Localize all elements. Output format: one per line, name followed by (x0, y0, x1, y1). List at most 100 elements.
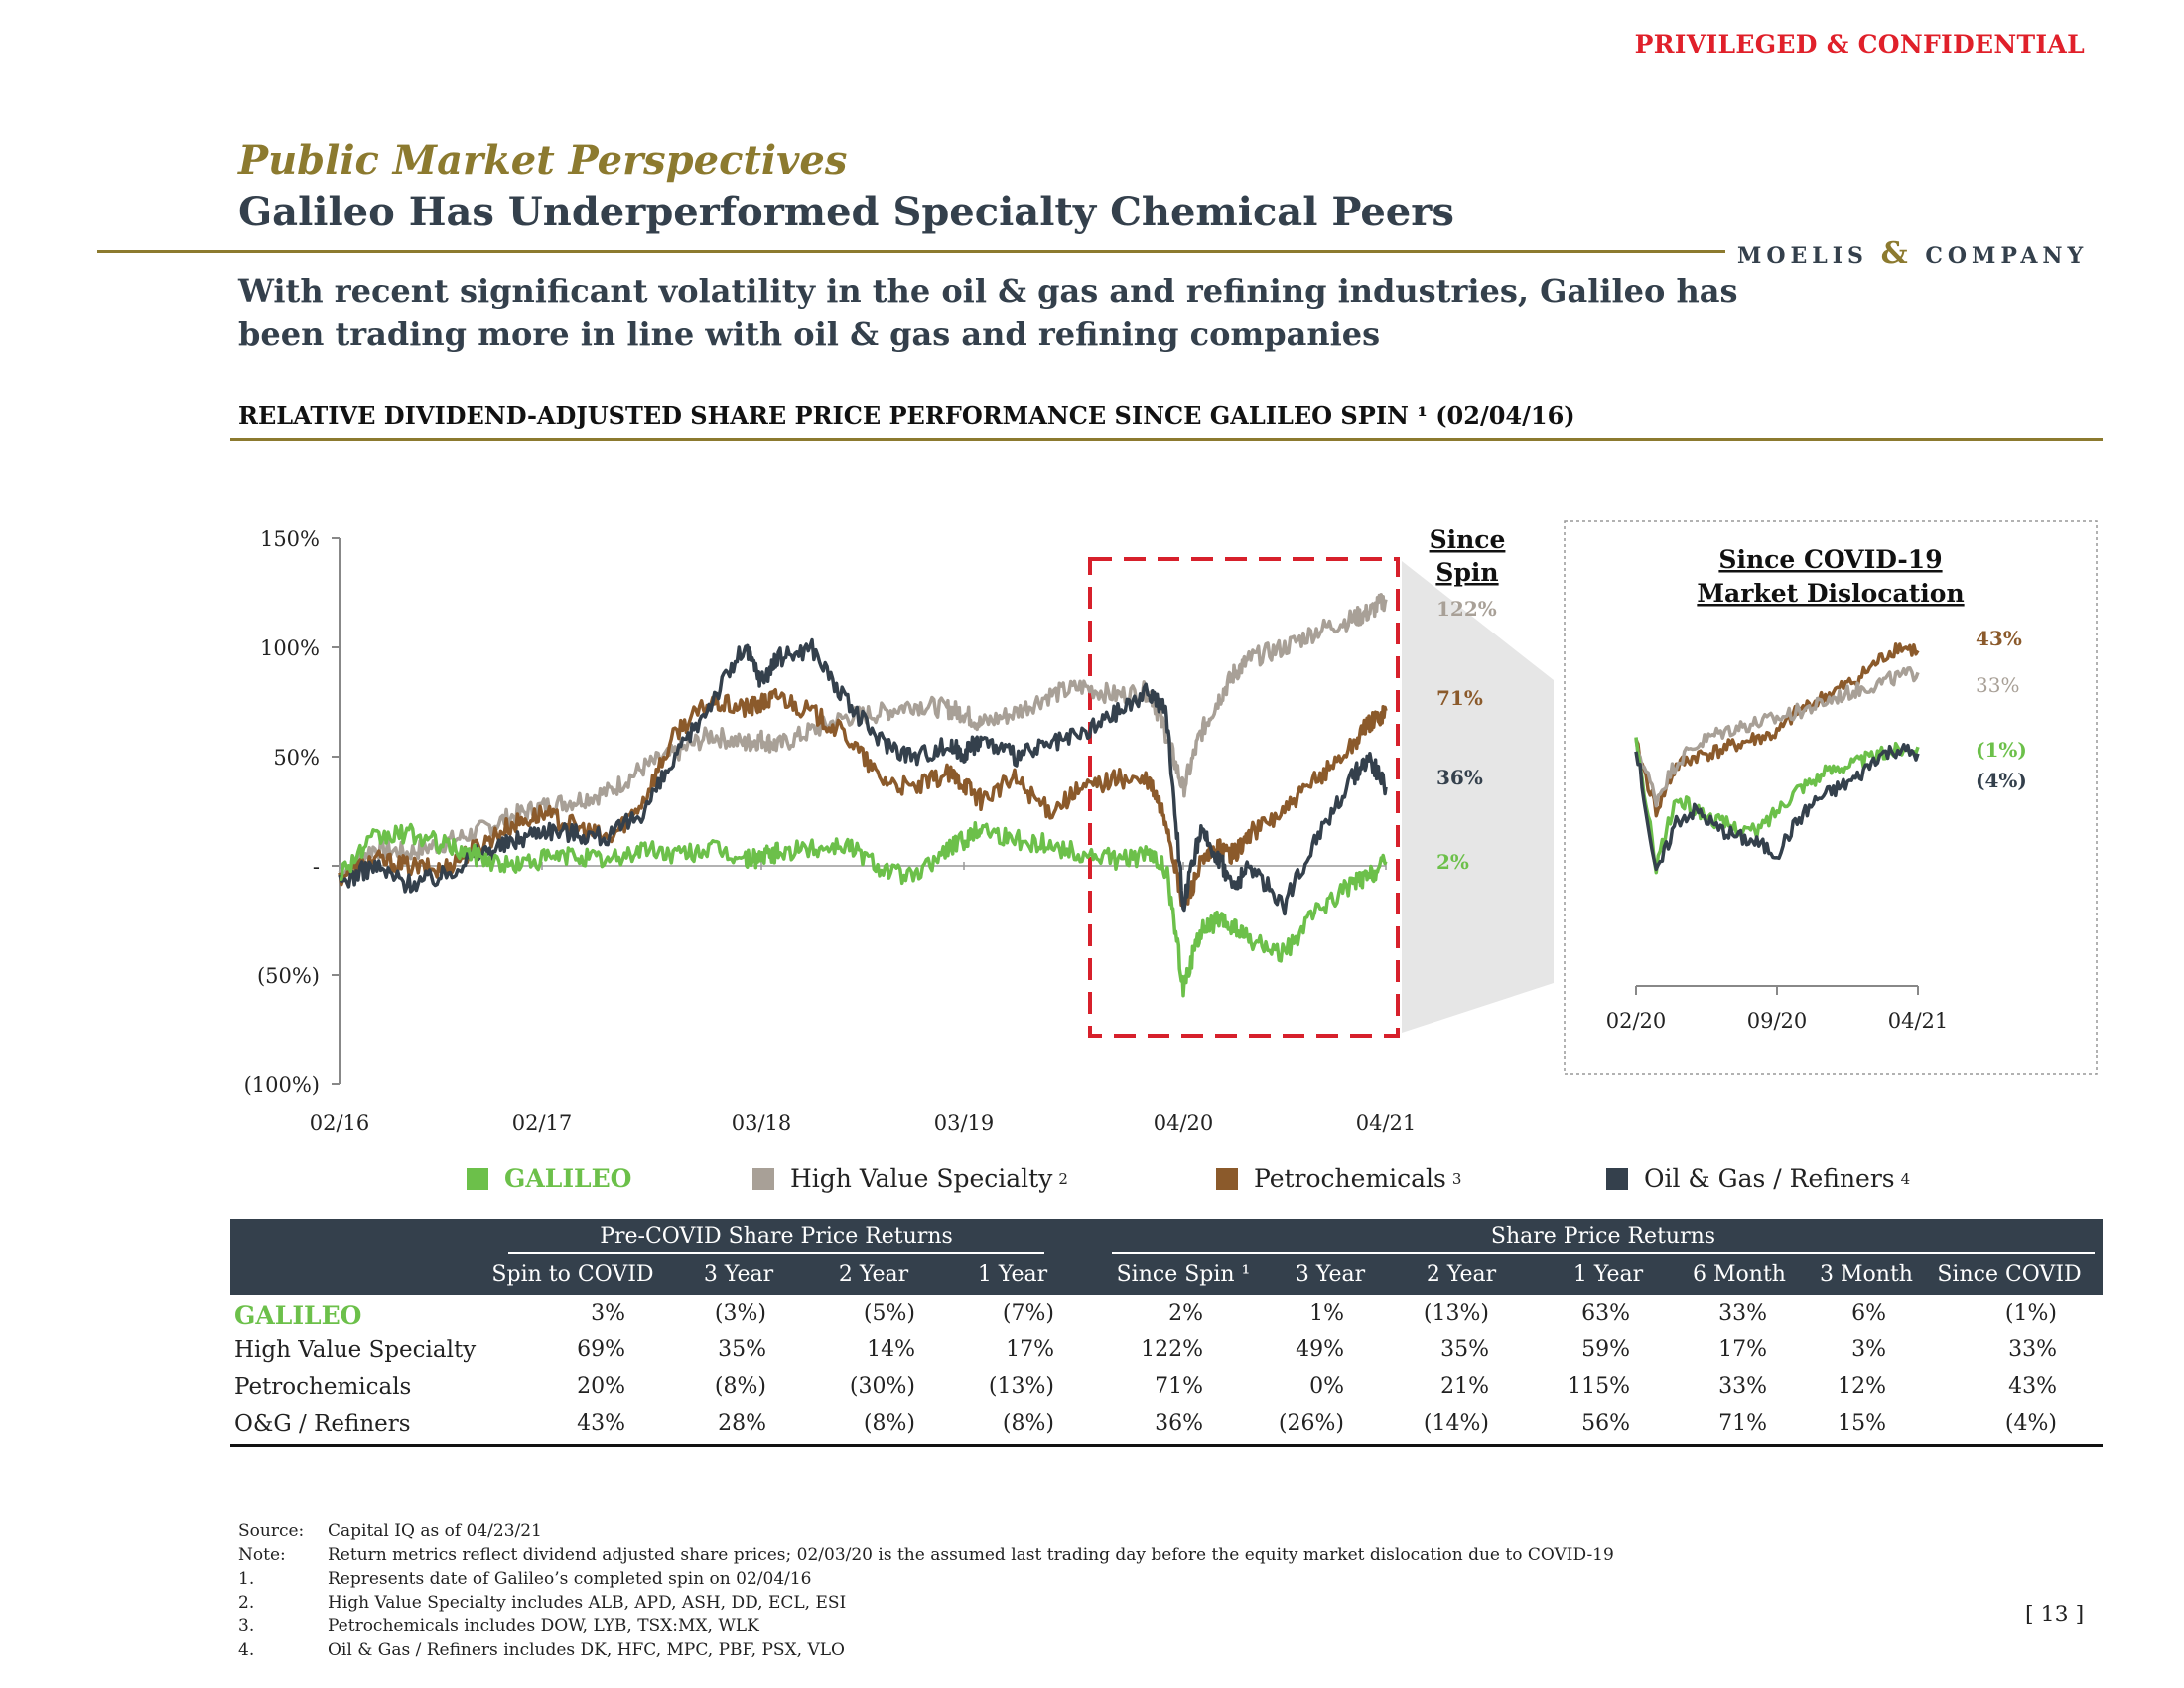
table-row: GALILEO 3% (3%) (5%) (7%) 2% 1% (13%) 63% 33% 6% (1… (230, 1301, 2103, 1338)
column-header: Spin to COVID (491, 1262, 654, 1287)
table-cell: (30%) (849, 1374, 915, 1399)
chart-legend: GALILEO High Value Specialty 2 Petrochem… (467, 1164, 1956, 1203)
table-cell: 63% (1581, 1301, 1630, 1326)
footnote-text: Represents date of Galileo’s completed s… (328, 1569, 812, 1589)
confidential-label: PRIVILEGED & CONFIDENTIAL (1634, 30, 2085, 59)
table-cell: 36% (1155, 1411, 1203, 1436)
legend-label-hvs: High Value Specialty (790, 1164, 1053, 1193)
table-cell: 1% (1309, 1301, 1344, 1326)
section-divider (230, 438, 2103, 441)
table-cell: (5%) (863, 1301, 915, 1326)
table-cell: 115% (1568, 1374, 1630, 1399)
legend-sup-hvs: 2 (1058, 1169, 1068, 1188)
table-cell: (8%) (1002, 1411, 1054, 1436)
company-logo: MOELIS & COMPANY (1737, 236, 2088, 271)
group-underline-pre-covid (508, 1252, 1044, 1254)
footnote-line: 3. Petrochemicals includes DOW, LYB, TSX:… (238, 1615, 1614, 1638)
footnote-text: Return metrics reflect dividend adjusted… (328, 1545, 1614, 1565)
footnote-text: Capital IQ as of 04/23/21 (328, 1521, 542, 1541)
table-cell: 12% (1838, 1374, 1886, 1399)
legend-galileo: GALILEO (467, 1164, 631, 1193)
x-tick-label: 02/16 (310, 1111, 370, 1135)
footnote-line: 2. High Value Specialty includes ALB, APD… (238, 1591, 1614, 1615)
column-header: 3 Month (1820, 1262, 1913, 1287)
legend-label-petro: Petrochemicals (1254, 1164, 1446, 1193)
table-cell: 20% (577, 1374, 625, 1399)
end-label-hvs: 122% (1436, 597, 1497, 621)
page-title: Galileo Has Underperformed Specialty Che… (238, 189, 1454, 235)
table-cell: (1%) (2004, 1301, 2057, 1326)
table-cell: 2% (1168, 1301, 1203, 1326)
page-subtitle: Public Market Perspectives (238, 137, 848, 184)
column-header: 1 Year (977, 1262, 1048, 1287)
end-label-galileo: 2% (1436, 850, 1469, 874)
footnote-key: 1. (238, 1569, 255, 1589)
table-row: Petrochemicals 20% (8%) (30%) (13%) 71% 0% 21% 1… (230, 1374, 2103, 1412)
table-columns-band (230, 1255, 2103, 1295)
footnote-key: 3. (238, 1617, 255, 1636)
legend-swatch-petro (1216, 1167, 1238, 1190)
row-label: GALILEO (234, 1301, 362, 1330)
column-header: 2 Year (838, 1262, 909, 1287)
logo-left: MOELIS (1737, 243, 1868, 269)
table-cell: 21% (1440, 1374, 1489, 1399)
column-header: 3 Year (703, 1262, 774, 1287)
table-cell: 69% (577, 1337, 625, 1362)
y-tick-label: - (313, 855, 320, 879)
legend-hvs: High Value Specialty 2 (752, 1164, 1068, 1193)
table-cell: 15% (1838, 1411, 1886, 1436)
table-cell: 3% (1851, 1337, 1886, 1362)
inset-title-1: Since COVID-19 (1718, 545, 1942, 574)
table-cell: 43% (577, 1411, 625, 1436)
inset-end-label-og: (4%) (1976, 769, 2027, 792)
table-cell: (8%) (863, 1411, 915, 1436)
inset-title-2: Market Dislocation (1697, 579, 1964, 608)
y-tick-label: (50%) (257, 964, 320, 988)
inset-end-label-galileo: (1%) (1976, 738, 2027, 762)
end-label-og: 36% (1436, 766, 1483, 789)
column-header: Since COVID (1937, 1262, 2082, 1287)
covid-highlight-box (1088, 557, 1400, 1038)
y-tick-label: 50% (273, 746, 320, 770)
footnote-text: High Value Specialty includes ALB, APD, … (328, 1593, 847, 1613)
row-label: O&G / Refiners (234, 1411, 411, 1437)
y-tick-label: (100%) (244, 1073, 320, 1097)
title-divider (97, 250, 1725, 253)
series-line-hvs (338, 593, 1388, 880)
table-cell: (7%) (1002, 1301, 1054, 1326)
main-performance-chart: 150% 100% 50% - (50%) (100%) 02/16 02/17 03/18 03… (244, 520, 2098, 1135)
table-header-band (230, 1219, 2103, 1255)
end-label-petro: 71% (1436, 686, 1483, 710)
inset-end-label-petro: 43% (1976, 627, 2022, 650)
footnotes: Source: Capital IQ as of 04/23/21 Note: Ret… (238, 1519, 1614, 1662)
inset-x-tick-label: 02/20 (1606, 1009, 1667, 1033)
table-cell: (14%) (1423, 1411, 1489, 1436)
x-tick-label: 04/20 (1154, 1111, 1214, 1135)
footnote-text: Petrochemicals includes DOW, LYB, TSX:MX… (328, 1617, 759, 1636)
zoom-connector (1402, 561, 1554, 1033)
y-tick-label: 150% (260, 527, 320, 551)
table-cell: 71% (1718, 1411, 1767, 1436)
table-cell: 33% (1718, 1374, 1767, 1399)
table-cell: (26%) (1278, 1411, 1344, 1436)
inset-series-line-og (1634, 743, 1920, 872)
table-cell: 6% (1851, 1301, 1886, 1326)
table-cell: 49% (1296, 1337, 1344, 1362)
legend-label-galileo: GALILEO (504, 1164, 632, 1193)
column-header: 1 Year (1572, 1262, 1644, 1287)
inset-x-tick-label: 09/20 (1747, 1009, 1808, 1033)
row-label: Petrochemicals (234, 1374, 412, 1400)
legend-swatch-hvs (752, 1167, 774, 1190)
group-underline-share-price (1112, 1252, 2095, 1254)
table-cell: 122% (1141, 1337, 1203, 1362)
logo-right: COMPANY (1925, 243, 2089, 269)
legend-og: Oil & Gas / Refiners 4 (1606, 1164, 1910, 1193)
footnote-key: Note: (238, 1545, 286, 1565)
table-row: O&G / Refiners 43% 28% (8%) (8%) 36% (26%) (14%… (230, 1411, 2103, 1449)
x-tick-label: 02/17 (512, 1111, 573, 1135)
table-cell: 56% (1581, 1411, 1630, 1436)
table-cell: 28% (718, 1411, 766, 1436)
table-cell: 59% (1581, 1337, 1630, 1362)
table-cell: 33% (1718, 1301, 1767, 1326)
column-header: 3 Year (1295, 1262, 1366, 1287)
